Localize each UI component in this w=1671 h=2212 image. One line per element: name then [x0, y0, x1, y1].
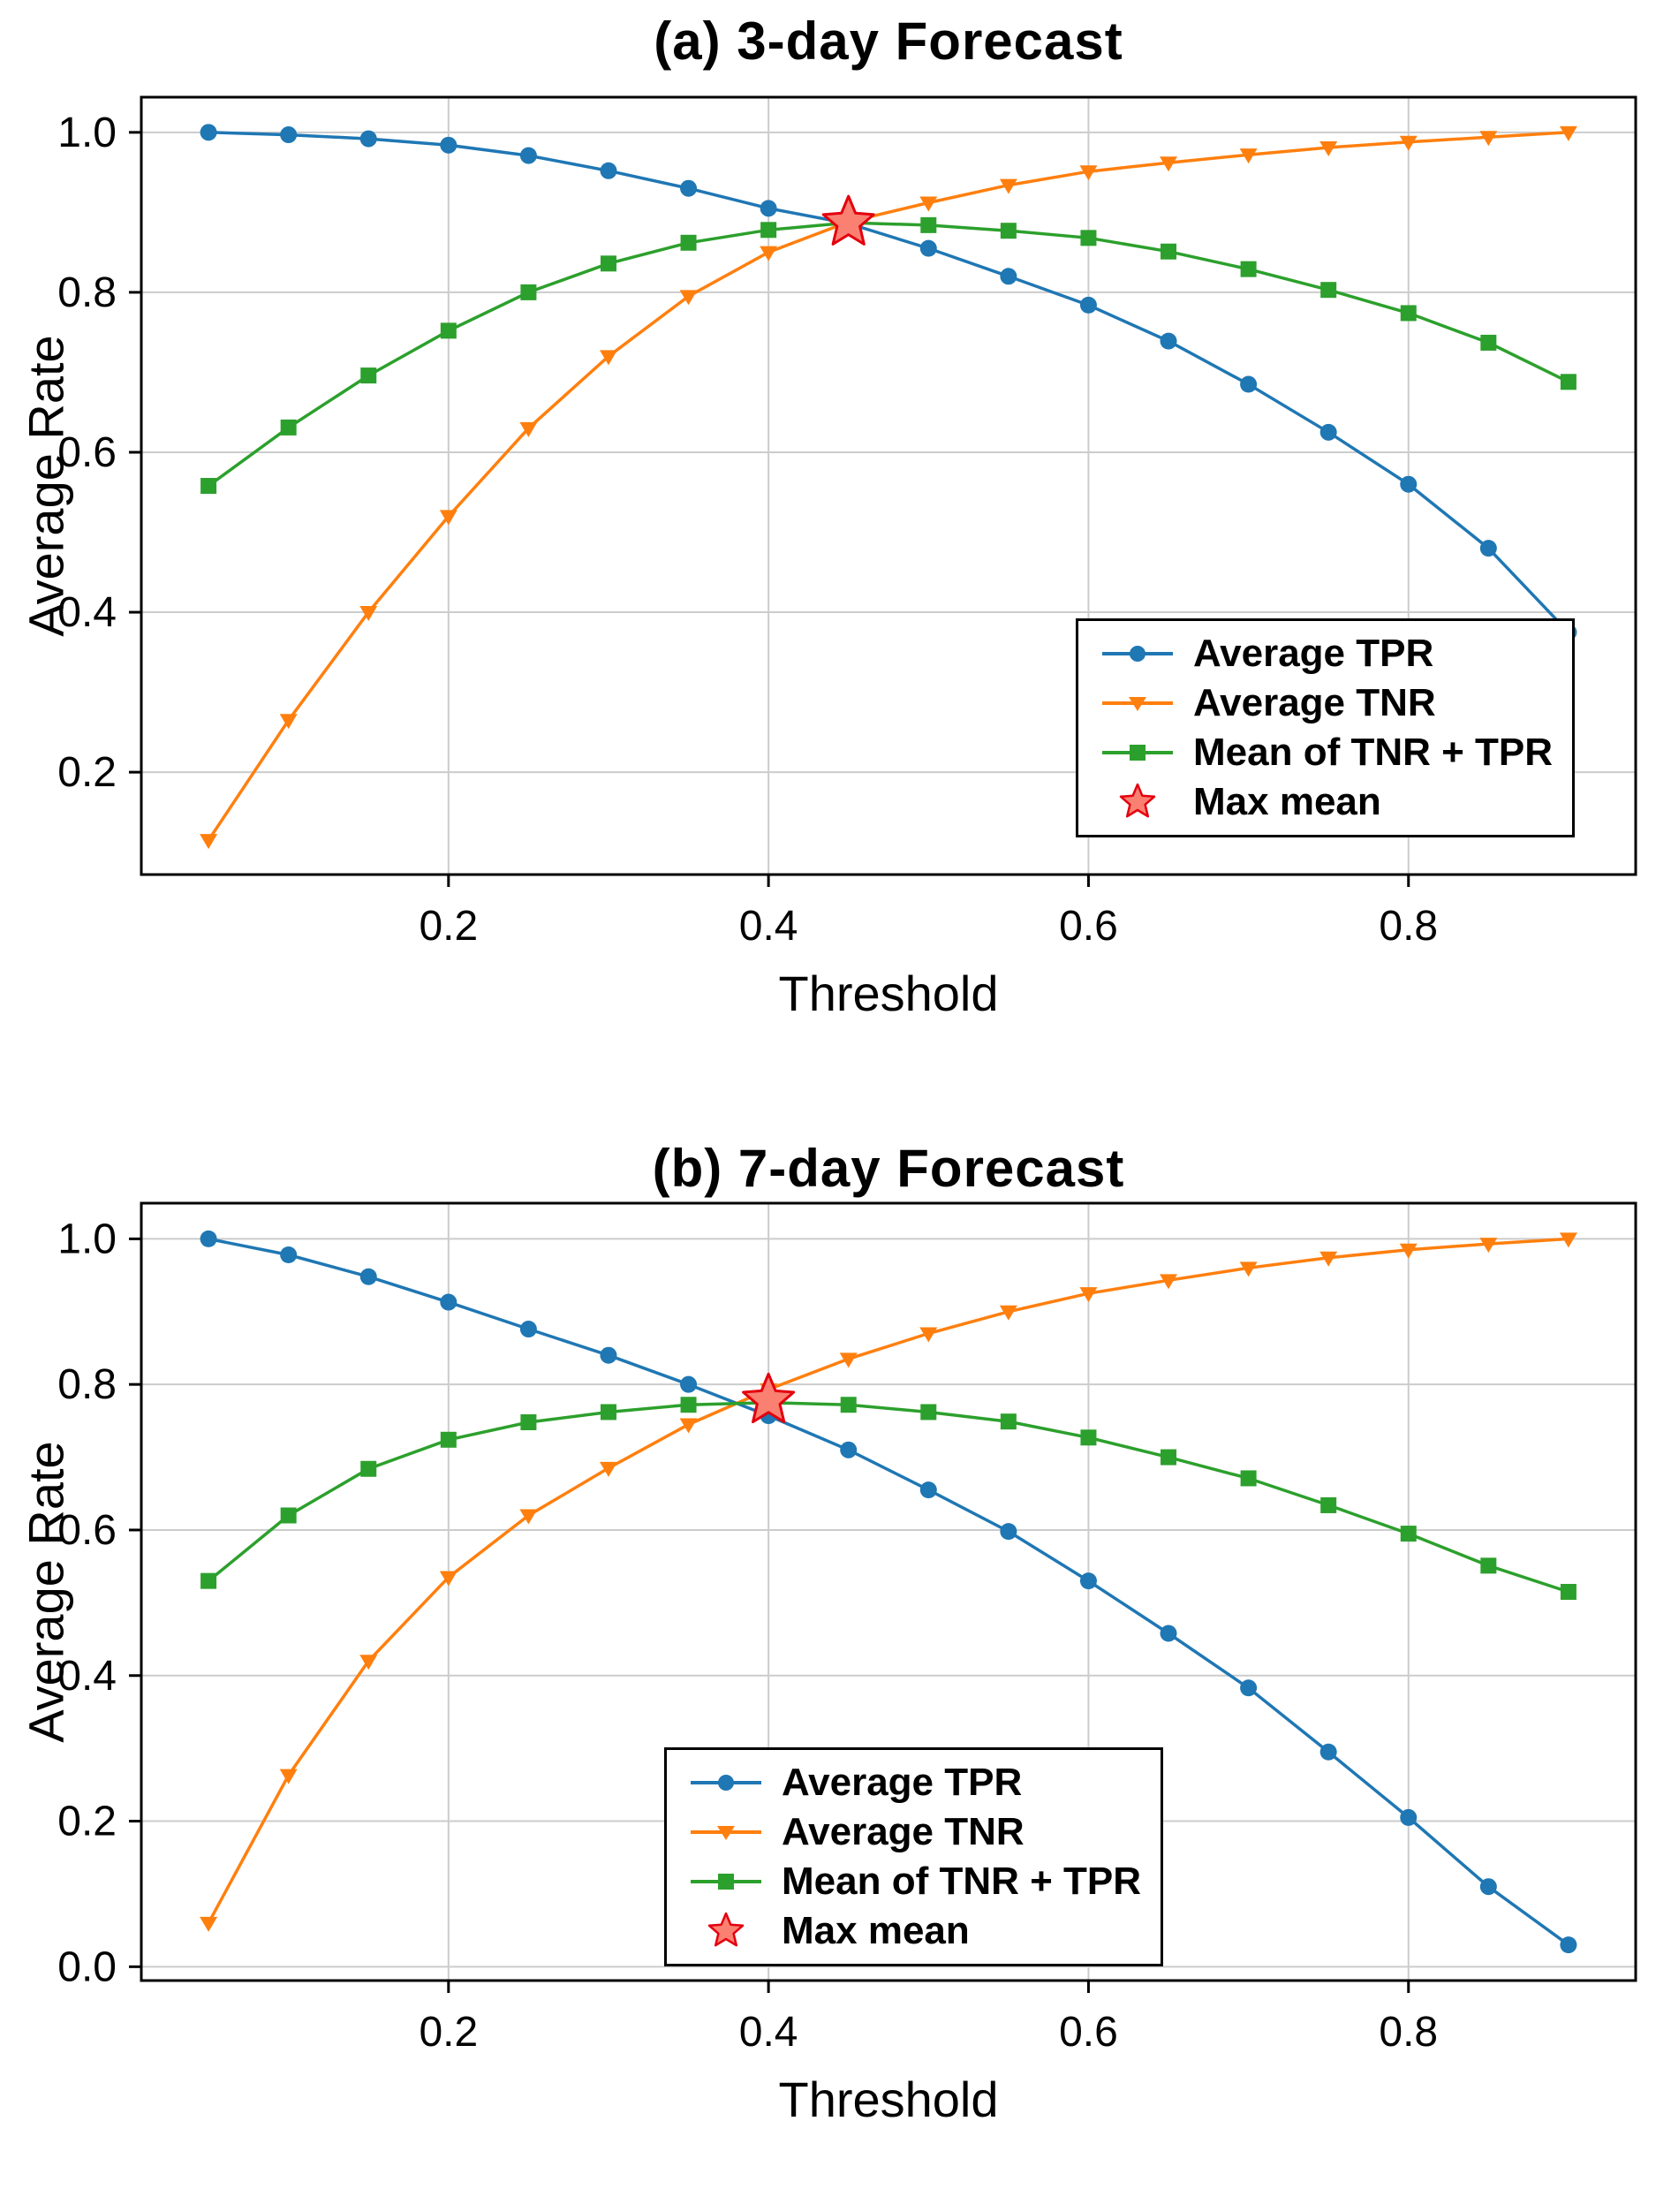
legend-item-average-tpr: Average TPR — [686, 1761, 1141, 1805]
legend-item-mean: Mean of TNR + TPR — [686, 1860, 1141, 1904]
x-tick-label: 0.4 — [739, 903, 798, 950]
x-tick-label: 0.6 — [1059, 903, 1118, 950]
x-tick-label: 0.2 — [419, 2009, 478, 2056]
chart-canvas-3day: 0.2 0.4 0.6 0.8 0.2 0.4 0.6 0.8 1.0 — [57, 95, 1637, 950]
chart-canvas-7day: 0.2 0.4 0.6 0.8 0.0 0.2 0.4 0.6 0.8 1.0 — [57, 1201, 1637, 2056]
x-tick-label: 0.8 — [1379, 903, 1438, 950]
y-tick-label: 0.8 — [57, 1361, 117, 1408]
legend-label: Max mean — [1193, 780, 1381, 823]
series-average-tpr — [200, 124, 1577, 641]
tnr-line-triangle-icon — [1102, 697, 1173, 711]
series-max-mean — [742, 1372, 796, 1424]
legend-item-average-tpr: Average TPR — [1098, 632, 1553, 676]
y-tick-label: 1.0 — [57, 110, 117, 156]
legend-item-max-mean: Max mean — [686, 1909, 1141, 1953]
y-tick-label: 0.6 — [57, 429, 117, 476]
chart-title-3day: (a) 3-day Forecast — [654, 11, 1123, 71]
series-max-mean — [821, 194, 875, 246]
y-tick-label: 0.0 — [57, 1943, 117, 1990]
y-tick-label: 0.6 — [57, 1507, 117, 1554]
legend-label: Average TNR — [782, 1810, 1025, 1853]
chart-title-7day: (b) 7-day Forecast — [652, 1139, 1125, 1198]
series-mean-of-tnr-tpr — [200, 1394, 1576, 1600]
tpr-line-circle-icon — [691, 1775, 761, 1791]
x-tick-label: 0.6 — [1059, 2009, 1118, 2056]
y-tick-label: 0.4 — [57, 1653, 117, 1700]
y-tick-label: 0.2 — [57, 1799, 117, 1845]
x-axis-label-3day: Threshold — [778, 966, 999, 1021]
legend-3day: Average TPR Average TNR Mean of TNR + TP… — [1076, 618, 1576, 837]
x-tick-label: 0.2 — [419, 903, 478, 950]
legend-label: Mean of TNR + TPR — [782, 1860, 1142, 1903]
mean-line-square-icon — [1102, 745, 1173, 761]
max-mean-star-icon — [707, 1912, 745, 1947]
series-average-tnr — [200, 125, 1577, 850]
legend-item-max-mean: Max mean — [1098, 780, 1553, 824]
legend-label: Average TPR — [782, 1761, 1023, 1804]
y-tick-label: 0.4 — [57, 589, 117, 636]
x-axis-label-7day: Threshold — [778, 2072, 999, 2127]
legend-label: Average TPR — [1193, 632, 1434, 675]
y-tick-label: 0.2 — [57, 749, 117, 796]
mean-line-square-icon — [691, 1874, 761, 1890]
x-tick-label: 0.4 — [739, 2009, 798, 2056]
x-tick-label: 0.8 — [1379, 2009, 1438, 2056]
legend-7day: Average TPR Average TNR Mean of TNR + TP… — [664, 1747, 1164, 1966]
legend-label: Max mean — [782, 1909, 970, 1952]
y-tick-label: 0.8 — [57, 269, 117, 316]
y-tick-label: 1.0 — [57, 1216, 117, 1262]
legend-item-average-tnr: Average TNR — [1098, 681, 1553, 725]
tpr-line-circle-icon — [1102, 646, 1173, 662]
panel-3day-forecast: (a) 3-day Forecast Average Rate 0.2 0.4 0.… — [19, 11, 1637, 1021]
legend-item-mean: Mean of TNR + TPR — [1098, 731, 1553, 775]
legend-item-average-tnr: Average TNR — [686, 1810, 1141, 1854]
max-mean-star-icon — [1119, 783, 1156, 818]
tnr-line-triangle-icon — [691, 1826, 761, 1840]
series-average-tpr — [200, 1230, 1577, 1954]
legend-label: Mean of TNR + TPR — [1193, 731, 1554, 774]
legend-label: Average TNR — [1193, 681, 1436, 724]
panel-7day-forecast: (b) 7-day Forecast Average Rate 0.2 0.4 0.… — [0, 1106, 1671, 2212]
